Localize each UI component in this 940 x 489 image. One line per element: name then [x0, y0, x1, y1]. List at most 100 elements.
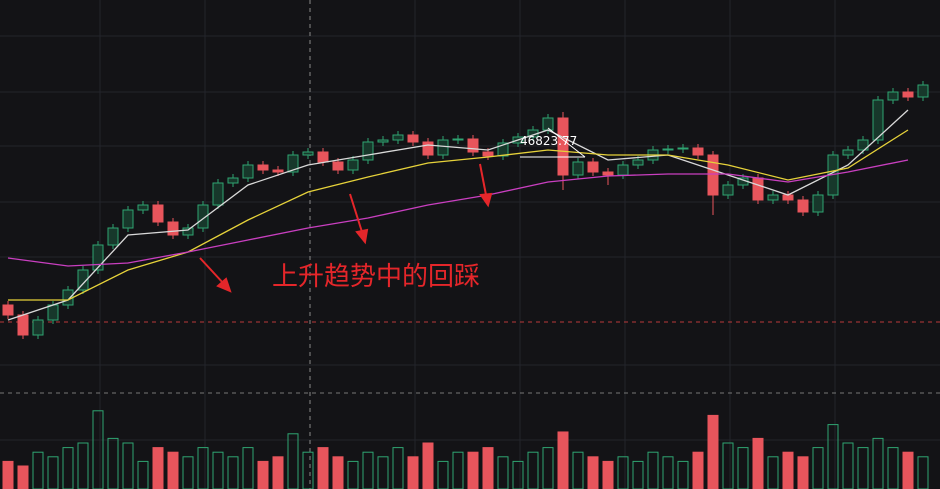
volume-bar: [362, 451, 374, 489]
arrow: [479, 163, 487, 196]
candle-body: [47, 304, 59, 321]
volume-bar: [302, 451, 314, 489]
candle-body: [752, 177, 764, 201]
arrow: [349, 193, 363, 233]
candle-body: [707, 154, 719, 196]
candle-body: [407, 134, 419, 143]
candle-body: [362, 141, 374, 161]
candle-body: [902, 91, 914, 98]
candle-body: [692, 147, 704, 156]
candle-body: [167, 221, 179, 236]
candle-body: [917, 84, 929, 98]
volume-bar: [782, 451, 794, 489]
volume-bar: [122, 442, 134, 489]
volume-bar: [737, 447, 749, 489]
volume-bar: [557, 431, 569, 489]
candle-body: [587, 161, 599, 173]
volume-bar: [542, 447, 554, 489]
volume-bar: [452, 451, 464, 489]
arrow: [199, 257, 225, 285]
arrow-head: [355, 228, 369, 245]
candle-body: [32, 319, 44, 336]
candle-body: [452, 138, 464, 141]
volume-bar: [572, 451, 584, 489]
candle-body: [422, 141, 434, 156]
candle-body: [722, 184, 734, 196]
volume-bar: [227, 456, 239, 489]
volume-bar: [347, 460, 359, 489]
candle-body: [572, 161, 584, 176]
candle-body: [632, 159, 644, 166]
volume-bar: [857, 447, 869, 489]
volume-bar: [152, 447, 164, 489]
volume-bar: [692, 451, 704, 489]
volume-bar: [167, 451, 179, 489]
candle-body: [797, 199, 809, 213]
candle-body: [557, 117, 569, 176]
volume-bar: [377, 456, 389, 489]
volume-bar: [812, 447, 824, 489]
candle-body: [497, 142, 509, 157]
candle-body: [242, 164, 254, 179]
volume-bar: [92, 410, 104, 489]
volume-bar: [752, 437, 764, 489]
ma-line: [7, 159, 909, 267]
candle-body: [257, 164, 269, 171]
volume-bar: [587, 456, 599, 489]
volume-bar: [422, 442, 434, 489]
volume-bar: [467, 451, 479, 489]
volume-bar: [2, 460, 14, 489]
volume-bar: [632, 460, 644, 489]
candle-body: [437, 139, 449, 156]
price-label: 46823.77: [520, 134, 577, 148]
candle-body: [182, 227, 194, 236]
volume-bar: [212, 451, 224, 489]
volume-bar: [602, 460, 614, 489]
candle-body: [332, 161, 344, 171]
candle-body: [392, 134, 404, 141]
candle-body: [767, 194, 779, 201]
volume-bar: [647, 451, 659, 489]
candle-body: [197, 204, 209, 229]
volume-bar: [107, 437, 119, 489]
volume-bar: [722, 442, 734, 489]
volume-bar: [137, 460, 149, 489]
volume-bar: [392, 447, 404, 489]
volume-bar: [197, 447, 209, 489]
candle-body: [152, 204, 164, 223]
volume-bar: [332, 456, 344, 489]
volume-bar: [182, 456, 194, 489]
volume-bar: [32, 451, 44, 489]
volume-bar: [62, 447, 74, 489]
candle-body: [317, 151, 329, 163]
candle-body: [272, 169, 284, 173]
volume-bar: [662, 456, 674, 489]
volume-bar: [707, 414, 719, 489]
volume-bar: [497, 456, 509, 489]
candle-body: [872, 99, 884, 141]
arrows: [199, 163, 493, 293]
candle-body: [677, 147, 689, 150]
candle-body: [617, 164, 629, 176]
volume-bar: [617, 456, 629, 489]
candle-body: [212, 182, 224, 206]
arrow-head: [479, 192, 493, 208]
candle-body: [137, 204, 149, 211]
candle-body: [287, 154, 299, 173]
candle-body: [482, 151, 494, 157]
volume-bar: [872, 437, 884, 489]
volume-bar: [47, 456, 59, 489]
volume-bar: [272, 456, 284, 489]
volume-bar: [887, 447, 899, 489]
candle-body: [782, 194, 794, 201]
candle-body: [302, 151, 314, 156]
volume-bar: [287, 433, 299, 489]
volume-bar: [242, 447, 254, 489]
volume-bar: [677, 460, 689, 489]
volume-bar: [917, 456, 929, 489]
annotation: 上升趋势中的回踩: [272, 262, 480, 292]
candle-body: [812, 194, 824, 213]
candle-body: [887, 91, 899, 101]
candle-body: [2, 304, 14, 316]
